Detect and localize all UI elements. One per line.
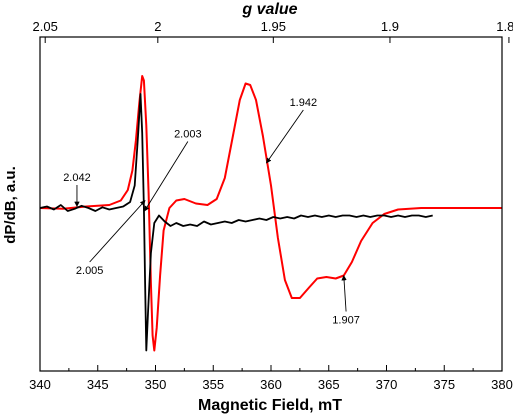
top-tick-label: 1.95 [261, 19, 286, 34]
series-line-0 [39, 75, 502, 352]
x-tick-label: 380 [491, 377, 513, 392]
annotation-label: 2.005 [76, 265, 104, 277]
annotation-label: 2.042 [63, 172, 91, 184]
annotation-arrow [89, 200, 146, 263]
top-tick-label: 1.85 [496, 19, 513, 34]
annotation-arrow [144, 141, 189, 212]
y-axis-label: dP/dB, a.u. [2, 166, 19, 244]
top-tick-label: 1.9 [381, 19, 399, 34]
x-tick-label: 365 [318, 377, 340, 392]
annotation-arrow [266, 109, 304, 164]
labels-layer: Magnetic Field, mT dP/dB, a.u. g value [2, 1, 342, 414]
plot-layer [39, 75, 502, 352]
annotation-label: 2.003 [174, 129, 202, 141]
x-tick-label: 355 [202, 377, 224, 392]
x-tick-label: 375 [433, 377, 455, 392]
x-tick-label: 350 [145, 377, 167, 392]
annotation-arrow [341, 274, 347, 312]
top-tick-label: 2.05 [33, 19, 58, 34]
x-tick-label: 370 [376, 377, 398, 392]
top-tick-label: 2 [154, 19, 161, 34]
x-tick-label: 360 [260, 377, 282, 392]
top-axis-label: g value [241, 1, 297, 18]
x-axis-label: Magnetic Field, mT [198, 397, 342, 414]
ticks-layer: 340 345 350 355 360 365 370 375 380 2.05 2 1.95 1.9 1… [29, 19, 513, 392]
x-tick-label: 345 [87, 377, 109, 392]
annotation-label: 1.907 [332, 315, 360, 327]
annotation-layer: 2.042 2.003 2.005 1.942 1.907 [63, 97, 360, 327]
series-line-1 [39, 93, 433, 352]
x-tick-label: 340 [29, 377, 51, 392]
annotation-label: 1.942 [290, 97, 318, 109]
